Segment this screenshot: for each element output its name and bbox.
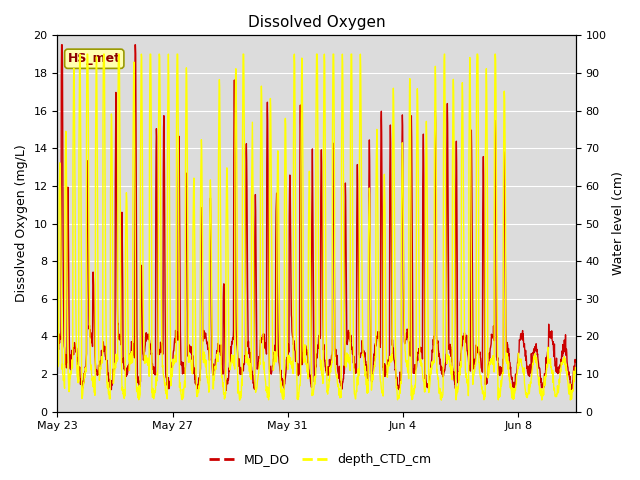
Y-axis label: Water level (cm): Water level (cm)	[612, 171, 625, 276]
Legend: MD_DO, depth_CTD_cm: MD_DO, depth_CTD_cm	[204, 448, 436, 471]
Text: HS_met: HS_met	[68, 52, 121, 65]
Title: Dissolved Oxygen: Dissolved Oxygen	[248, 15, 385, 30]
Y-axis label: Dissolved Oxygen (mg/L): Dissolved Oxygen (mg/L)	[15, 144, 28, 302]
